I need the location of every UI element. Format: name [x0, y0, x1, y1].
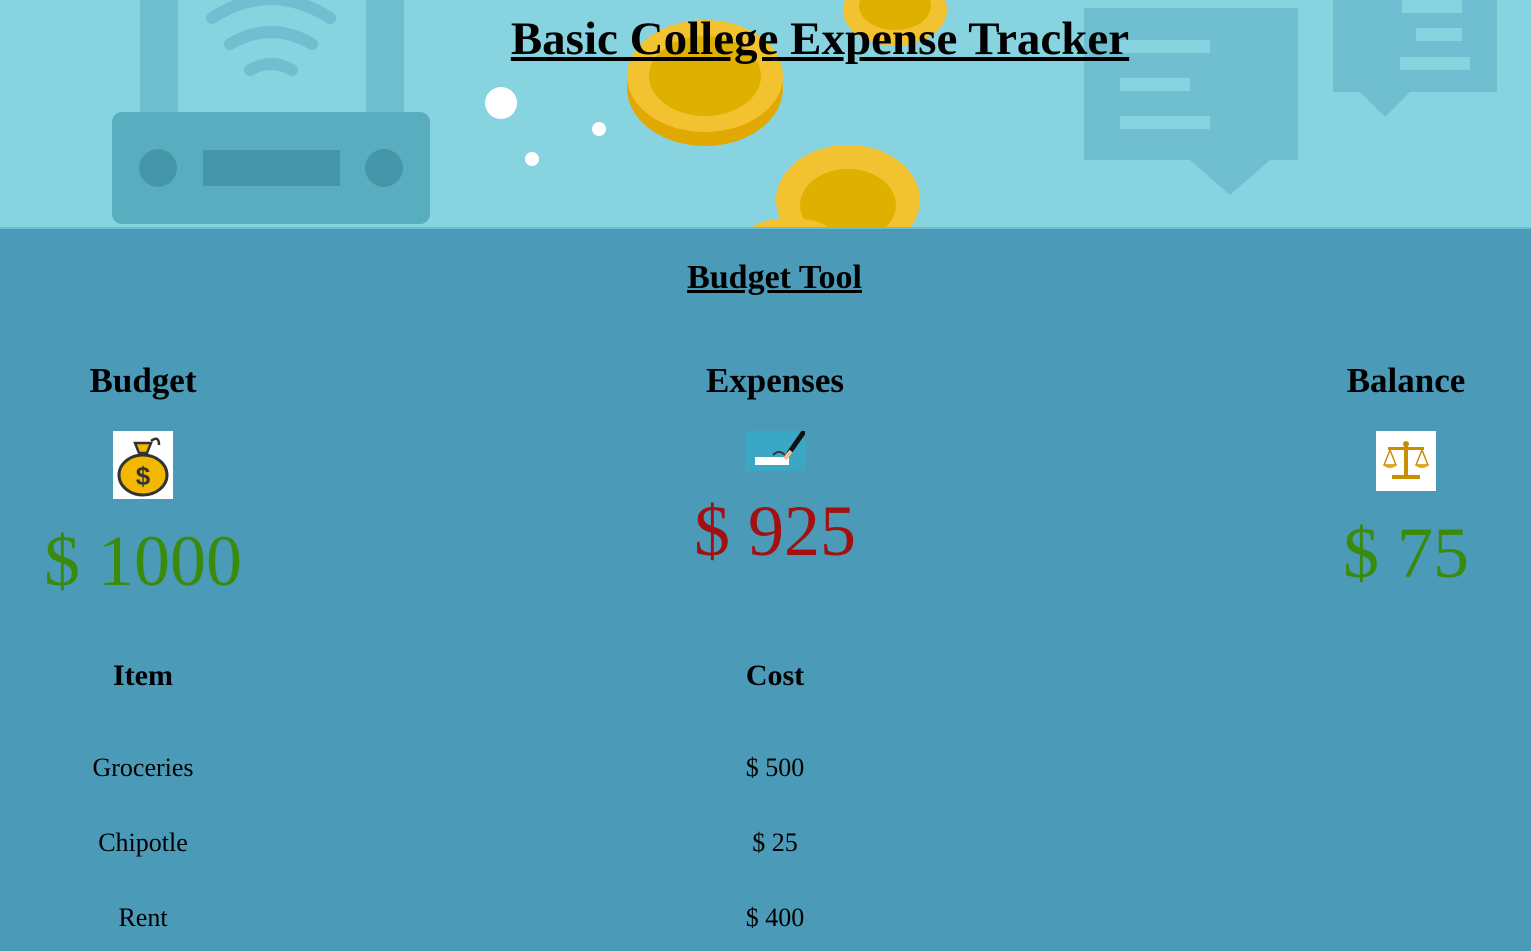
section-title: Budget Tool — [687, 259, 862, 296]
scales-icon — [1376, 431, 1436, 491]
item-cell: Rent — [118, 903, 168, 932]
balance-value: $ 75 — [1343, 513, 1469, 593]
header-banner: Basic College Expense Tracker — [0, 0, 1531, 229]
signing-pen-icon — [745, 431, 805, 471]
cost-cell: $ 400 — [745, 903, 805, 932]
balance-label: Balance — [1346, 361, 1466, 400]
expenses-stat: Expenses $ 925 — [625, 360, 925, 571]
column-header-item: Item — [113, 659, 173, 692]
money-bag-icon: $ — [113, 431, 173, 499]
item-cell: Chipotle — [98, 828, 188, 857]
router-icon — [112, 0, 430, 224]
item-cell: Groceries — [92, 753, 194, 782]
svg-text:$: $ — [136, 461, 151, 491]
cost-cell: $ 500 — [745, 753, 805, 782]
coins-icon — [627, 0, 947, 227]
budget-label: Budget — [89, 361, 197, 400]
expenses-value: $ 925 — [694, 491, 856, 571]
budget-stat: Budget $ $ 1000 — [0, 360, 293, 601]
cost-cell: $ 25 — [752, 828, 798, 857]
column-header-cost: Cost — [745, 659, 805, 692]
chat-bubble-icon — [1084, 0, 1497, 195]
page-title: Basic College Expense Tracker — [510, 13, 1130, 65]
balance-stat: Balance $ 75 — [1256, 360, 1531, 593]
banner-illustration — [112, 0, 1497, 227]
budget-tool-section: Budget Tool Budget $ $ 1000 Expenses $ 9… — [0, 229, 1531, 951]
expenses-label: Expenses — [705, 361, 845, 400]
budget-value: $ 1000 — [44, 521, 242, 601]
